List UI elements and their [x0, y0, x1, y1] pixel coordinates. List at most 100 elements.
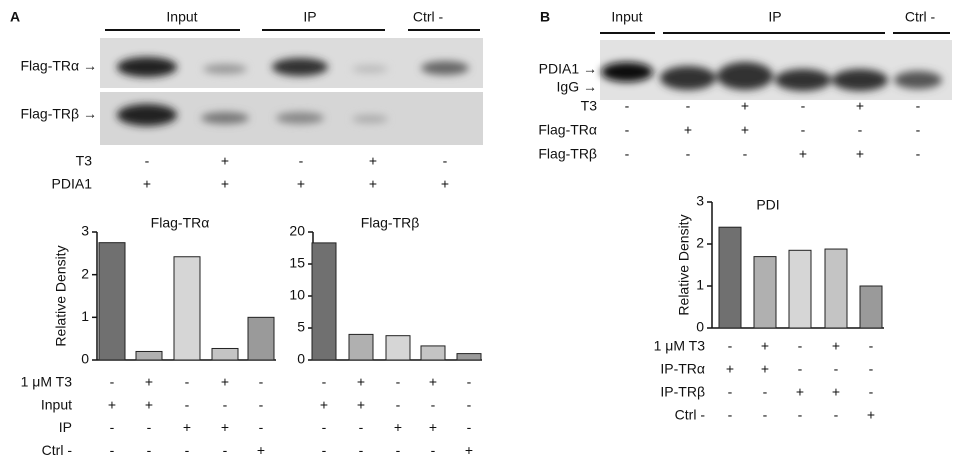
condition-sign: - — [147, 419, 152, 435]
blot-header: Input — [166, 9, 197, 25]
condition-sign: - — [322, 442, 327, 458]
condition-sign: - — [396, 442, 401, 458]
condition-sign: - — [110, 374, 115, 390]
bar — [311, 242, 337, 361]
blot-header: IP — [768, 9, 781, 25]
y-tick-label: 1 — [696, 277, 704, 293]
condition-sign: - — [259, 374, 264, 390]
condition-sign: + — [796, 384, 804, 400]
condition-sign: - — [259, 419, 264, 435]
condition-sign: + — [183, 419, 191, 435]
bar — [385, 335, 411, 361]
condition-sign: + — [221, 374, 229, 390]
y-axis-label: Relative Density — [53, 245, 69, 346]
y-tick-label: 0 — [297, 351, 305, 367]
bar — [753, 256, 777, 329]
y-tick-label: 3 — [81, 223, 89, 239]
condition-sign: - — [110, 419, 115, 435]
condition-sign: + — [832, 384, 840, 400]
condition-sign: - — [322, 419, 327, 435]
condition-sign: - — [145, 153, 150, 169]
condition-name: IP-TRα — [660, 361, 705, 377]
condition-sign: + — [741, 122, 749, 138]
condition-sign: - — [322, 374, 327, 390]
condition-sign: + — [684, 122, 692, 138]
condition-sign: - — [223, 442, 228, 458]
condition-sign: - — [185, 374, 190, 390]
condition-name: PDIA1 — [52, 176, 93, 192]
condition-sign: - — [834, 407, 839, 423]
condition-sign: - — [625, 146, 630, 162]
condition-sign: - — [359, 419, 364, 435]
condition-sign: + — [832, 338, 840, 354]
condition-sign: - — [110, 442, 115, 458]
condition-sign: - — [801, 122, 806, 138]
condition-sign: - — [916, 122, 921, 138]
y-tick-label: 0 — [696, 319, 704, 335]
chart-title: Flag-TRα — [151, 215, 210, 231]
condition-sign: + — [741, 98, 749, 114]
condition-sign: + — [369, 176, 377, 192]
condition-sign: + — [221, 419, 229, 435]
condition-sign: - — [185, 442, 190, 458]
y-tick-label: 5 — [297, 319, 305, 335]
bar — [348, 333, 374, 361]
blot-label: PDIA1 → — [539, 61, 597, 77]
y-tick-label: 2 — [81, 265, 89, 281]
condition-sign: - — [396, 396, 401, 412]
y-tick-label: 20 — [289, 223, 305, 239]
condition-sign: + — [108, 396, 116, 412]
condition-sign: + — [394, 419, 402, 435]
condition-sign: - — [798, 338, 803, 354]
condition-sign: + — [320, 396, 328, 412]
bar — [98, 242, 126, 361]
condition-sign: - — [858, 122, 863, 138]
condition-sign: - — [686, 146, 691, 162]
bar — [788, 249, 812, 329]
condition-sign: - — [728, 407, 733, 423]
condition-sign: - — [259, 396, 264, 412]
condition-sign: - — [728, 384, 733, 400]
bar — [211, 347, 239, 361]
condition-sign: + — [357, 396, 365, 412]
condition-sign: - — [686, 98, 691, 114]
blot-label: Flag-TRβ → — [20, 106, 97, 122]
condition-sign: - — [223, 396, 228, 412]
condition-sign: - — [916, 146, 921, 162]
bar — [456, 353, 482, 361]
condition-sign: + — [856, 98, 864, 114]
condition-name: Input — [41, 396, 72, 412]
condition-sign: - — [431, 442, 436, 458]
condition-sign: + — [761, 361, 769, 377]
condition-sign: - — [798, 361, 803, 377]
condition-sign: + — [357, 374, 365, 390]
condition-sign: + — [761, 338, 769, 354]
condition-name: IP-TRβ — [660, 384, 705, 400]
condition-name: Flag-TRβ — [538, 146, 597, 162]
condition-sign: + — [145, 374, 153, 390]
blot-header: Ctrl - — [905, 9, 936, 25]
condition-sign: - — [625, 98, 630, 114]
bar — [859, 285, 883, 329]
condition-name: 1 μM T3 — [654, 338, 706, 354]
y-tick-label: 15 — [289, 255, 305, 271]
condition-sign: + — [143, 176, 151, 192]
condition-sign: - — [916, 98, 921, 114]
condition-sign: - — [299, 153, 304, 169]
condition-sign: - — [834, 361, 839, 377]
blot-a — [100, 29, 483, 145]
condition-sign: - — [396, 374, 401, 390]
chart-title: PDI — [756, 197, 779, 213]
blot-header: Ctrl - — [413, 9, 444, 25]
blot-label: IgG → — [557, 79, 597, 95]
y-tick-label: 2 — [696, 235, 704, 251]
condition-sign: - — [431, 396, 436, 412]
y-axis-label: Relative Density — [676, 214, 692, 315]
condition-sign: + — [799, 146, 807, 162]
condition-sign: + — [429, 419, 437, 435]
condition-sign: - — [467, 396, 472, 412]
y-tick-label: 0 — [81, 351, 89, 367]
condition-sign: + — [369, 153, 377, 169]
condition-name: IP — [59, 419, 72, 435]
